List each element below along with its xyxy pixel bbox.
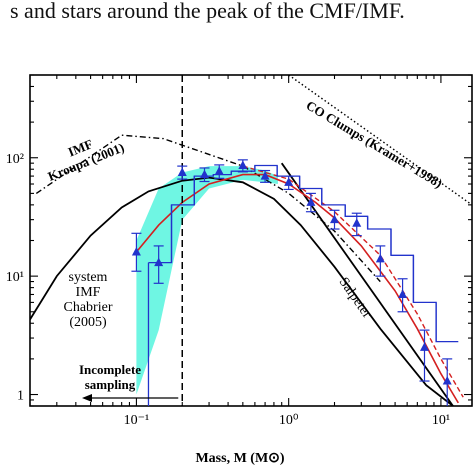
data-point-triangle [154, 257, 164, 267]
y-tick-label: 10¹ [6, 270, 24, 285]
data-point-triangle [214, 166, 224, 175]
caption-text: s and stars around the peak of the CMF/I… [10, 0, 405, 23]
data-point-triangle [419, 342, 429, 351]
co-clumps-annotation: CO Clumps (Kramer+1998) [304, 97, 446, 190]
data-point-triangle [284, 177, 294, 186]
data-point-triangle [131, 246, 141, 256]
data-point-triangle [375, 253, 385, 263]
data-point-triangle [442, 376, 452, 385]
plot-frame [29, 74, 473, 407]
data-point-triangle [199, 169, 209, 179]
chabrier-annotation: system IMF Chabrier (2005) [64, 270, 113, 330]
x-tick-label: 10¹ [432, 413, 450, 428]
data-point-triangle [330, 214, 340, 224]
kroupa-annotation: IMFKroupa (2001) [40, 126, 126, 184]
incomplete-arrow-head [82, 394, 92, 402]
salpeter-line [280, 162, 454, 406]
figure-caption-fragment: s and stars around the peak of the CMF/I… [0, 0, 474, 40]
data-point-triangle [352, 218, 362, 227]
data-point-triangle [177, 167, 187, 177]
uncertainty-band [136, 166, 278, 395]
data-point-triangle [398, 289, 408, 298]
y-tick-label: 1 [17, 389, 24, 404]
data-point-triangle [306, 197, 316, 206]
incomplete-sampling-annotation: Incomplete sampling [79, 362, 141, 392]
data-point-triangle [238, 160, 248, 170]
x-axis-label: Mass, M (M⊙) [195, 451, 284, 466]
x-tick-label: 10⁻¹ [124, 413, 150, 428]
salpeter-annotation: Salpeter [336, 275, 375, 321]
x-tick-label: 10⁰ [279, 413, 299, 428]
kroupa-imf-curve [35, 134, 381, 283]
kramer-co-clumps-line [288, 75, 472, 206]
y-tick-label: 10² [6, 152, 24, 167]
data-point-triangle [260, 171, 270, 180]
fit-curve [135, 173, 459, 404]
